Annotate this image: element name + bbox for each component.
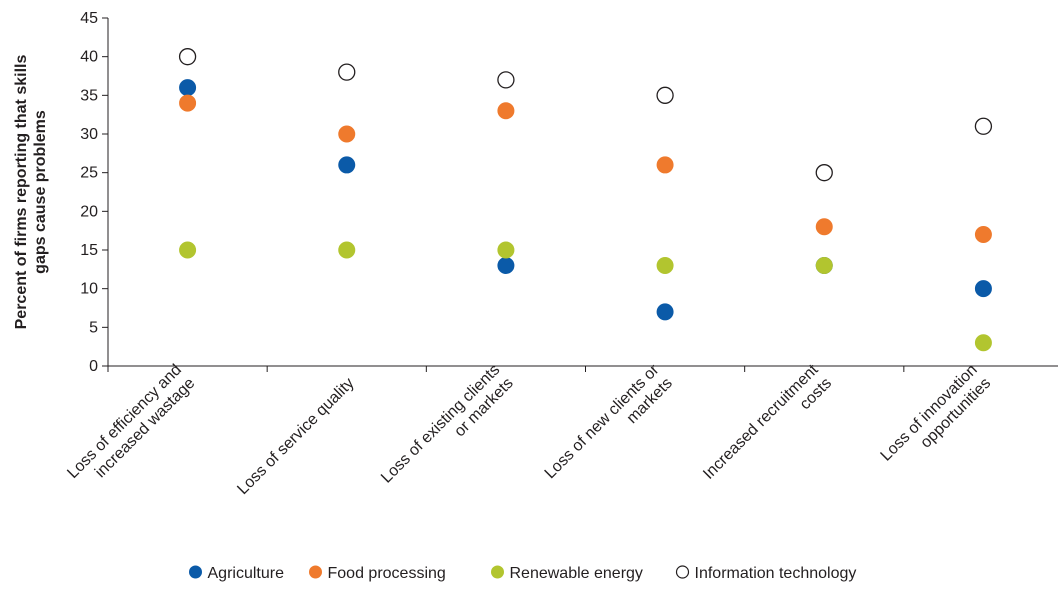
data-point-renewable-energy [815,256,833,274]
data-points [178,48,993,352]
data-point-renewable-energy [179,241,197,259]
legend-label: Agriculture [208,565,285,582]
data-point-agriculture [656,303,674,321]
x-category-label-line: Loss of existing clients [378,361,503,486]
y-tick-label: 30 [80,126,98,143]
x-category-label-line: Increased recruitment [700,361,822,483]
y-tick-label: 0 [89,358,98,375]
y-tick-label: 25 [80,165,98,182]
x-category-label-line: Loss of new clients or [542,361,663,482]
legend-marker [491,565,504,579]
data-point-agriculture [338,156,356,174]
data-point-information-technology [338,63,356,81]
x-category-label: Loss of service quality [234,375,357,498]
y-axis-title: Percent of firms reporting that skills ga… [13,55,49,330]
legend-label: Renewable energy [510,565,643,582]
y-tick-label: 10 [80,281,98,298]
legend-label: Information technology [695,565,857,582]
data-point-food-processing [815,218,833,236]
y-tick-label: 20 [80,203,98,220]
y-axis-title-text: Percent of firms reporting that skills ga… [13,55,49,330]
data-point-agriculture [974,280,992,298]
y-axis-title-line: gaps cause problems [32,110,49,274]
data-point-agriculture [497,256,515,274]
y-tick-label: 15 [80,242,98,259]
data-point-food-processing [656,156,674,174]
data-point-food-processing [338,125,356,143]
data-point-food-processing [497,102,515,120]
legend-label: Food processing [328,565,446,582]
y-axis-title-line: Percent of firms reporting that skills [13,55,30,330]
data-point-renewable-energy [656,256,674,274]
data-point-renewable-energy [497,241,515,259]
y-tick-label: 5 [89,319,98,336]
data-point-food-processing [974,226,992,244]
data-point-renewable-energy [338,241,356,259]
legend-marker [189,565,202,579]
legend: Agriculture Food processing Renewable ener… [189,565,857,582]
data-point-agriculture [179,79,197,97]
data-point-information-technology [656,86,674,104]
data-point-information-technology [974,117,993,135]
data-point-information-technology [815,164,833,182]
x-category-label-line: Loss of service quality [234,375,357,498]
x-category-label-line: Loss of efficiency and [64,361,185,482]
data-point-renewable-energy [974,334,992,352]
data-point-information-technology [497,71,515,89]
data-point-information-technology [178,48,197,66]
legend-marker [309,565,322,579]
axes: 0 5 10 15 20 25 30 35 40 45 Loss of efficiency and… [64,10,1058,498]
data-point-food-processing [179,94,197,112]
y-tick-label: 35 [80,87,98,104]
y-tick-label: 45 [80,10,98,27]
legend-marker [675,565,690,579]
y-tick-label: 40 [80,49,98,66]
